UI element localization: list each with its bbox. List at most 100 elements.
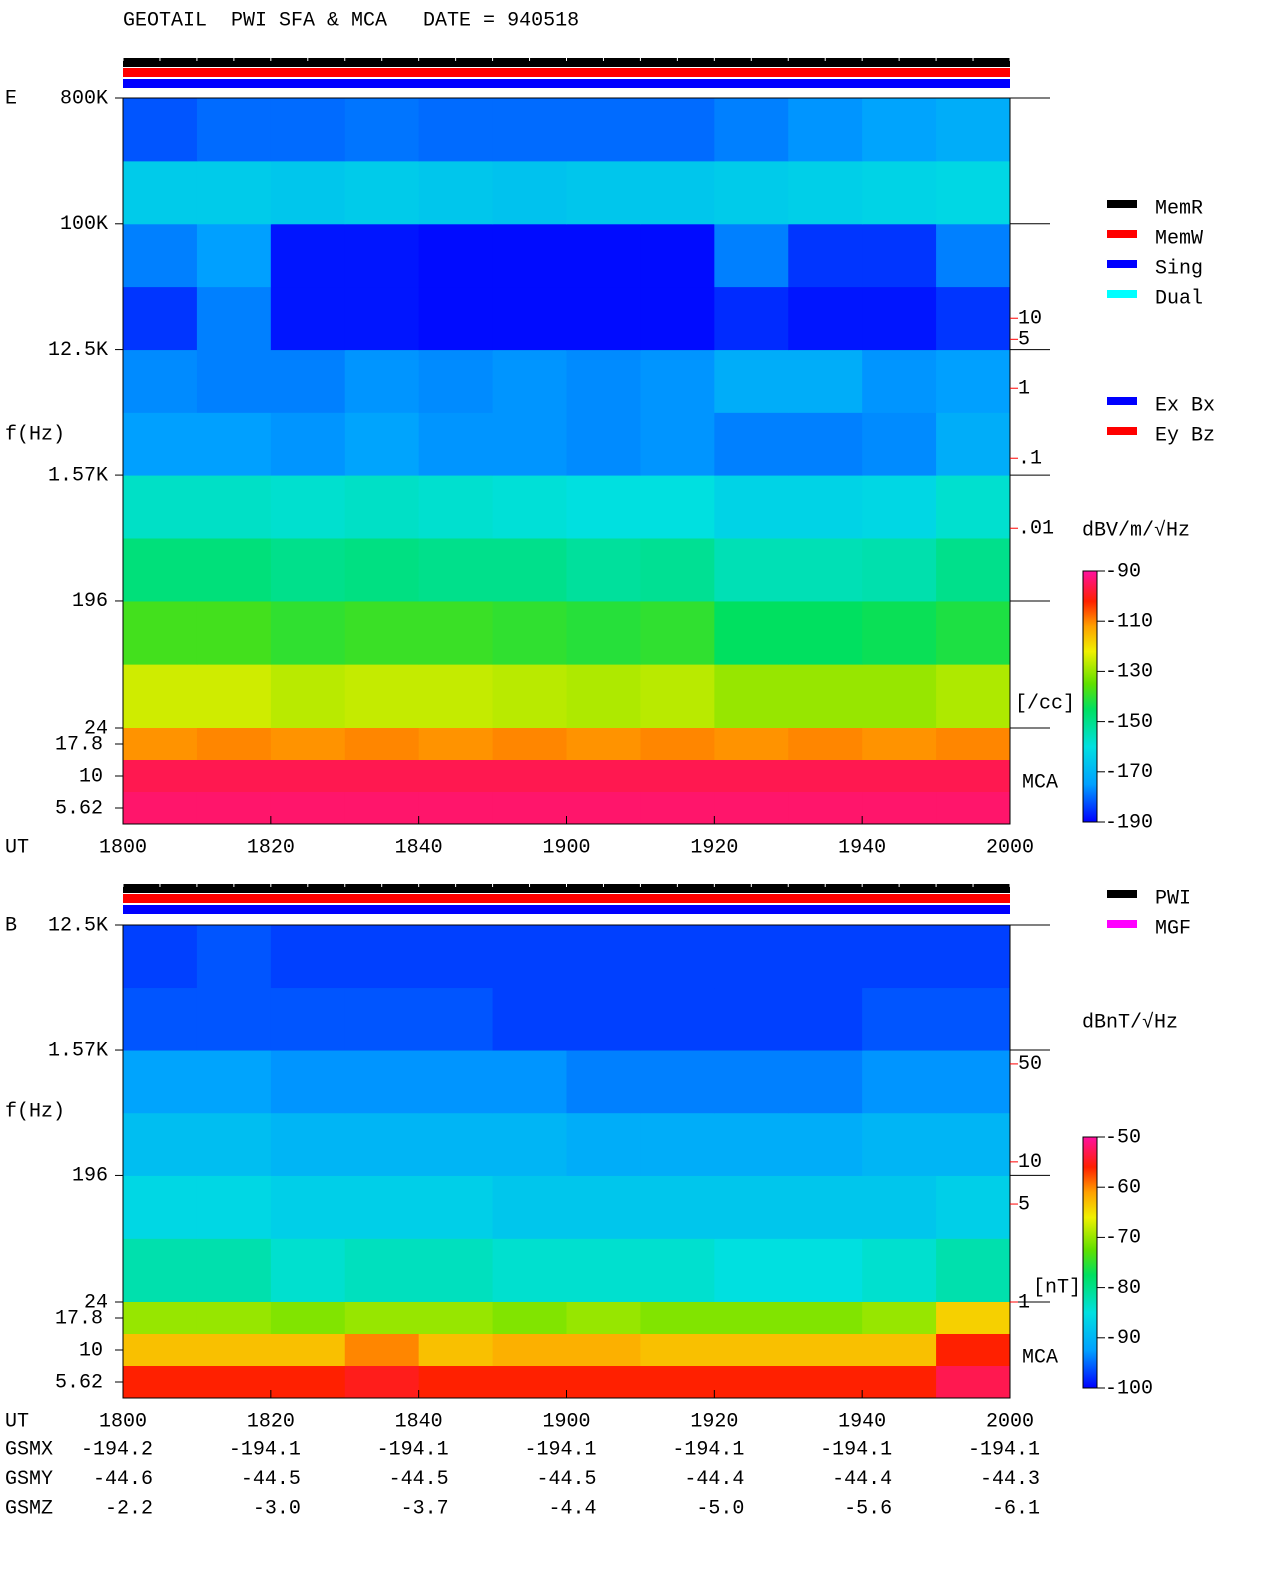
heatmap-cell (196, 1175, 272, 1239)
orbit-value: -5.0 (696, 1497, 744, 1520)
heatmap-cell (123, 925, 198, 989)
orbit-value: -3.7 (401, 1497, 449, 1520)
y2-tick-label: 5 (1018, 329, 1030, 352)
heatmap-cell (862, 286, 937, 351)
y-axis-label: f(Hz) (5, 423, 65, 446)
y-tick-label: 1.57K (48, 1039, 108, 1062)
mca-cell (344, 792, 420, 825)
x-tick-label: 1820 (247, 1410, 295, 1433)
heatmap-cell (640, 925, 715, 989)
panel-label: E (5, 87, 17, 110)
mca-cell (714, 1302, 789, 1335)
heatmap-cell (936, 600, 1011, 665)
mca-cell (714, 792, 789, 825)
x-tick-label: 2000 (986, 836, 1034, 859)
heatmap-cell (788, 160, 863, 225)
orbit-value: -44.4 (832, 1468, 892, 1491)
heatmap-cell (418, 98, 494, 162)
x-tick-label: 1800 (99, 1410, 147, 1433)
x-tick-label: 1920 (690, 1410, 738, 1433)
orbit-value: -3.0 (253, 1497, 301, 1520)
legend-label: MemR (1155, 197, 1203, 220)
heatmap-cell (788, 98, 863, 162)
heatmap-cell (123, 160, 198, 225)
mca-cell (492, 1334, 567, 1367)
heatmap-cell (936, 412, 1011, 476)
heatmap-cell (196, 475, 272, 539)
heatmap-cell (566, 98, 641, 162)
heatmap-cell (123, 349, 198, 413)
y2-tick-label: 10 (1018, 1151, 1042, 1174)
orbit-value: -194.1 (229, 1438, 301, 1461)
heatmap-cell (640, 664, 715, 729)
mca-cell (862, 792, 937, 825)
mca-cell (270, 1302, 346, 1335)
colorbar-label: dBnT/√Hz (1082, 1010, 1178, 1034)
panel-label: B (5, 914, 17, 937)
y-tick-label: 10 (79, 1339, 103, 1362)
heatmap-cell (566, 1112, 641, 1176)
heatmap-cell (788, 286, 863, 351)
heatmap-cell (270, 349, 346, 413)
mca-cell (936, 1334, 1011, 1367)
y-tick-label: 196 (72, 1165, 108, 1188)
heatmap-cell (714, 223, 789, 288)
y-tick-label: 10 (79, 765, 103, 788)
heatmap-cell (714, 286, 789, 351)
x-tick-label: 1900 (542, 1410, 590, 1433)
heatmap-cell (123, 412, 198, 476)
y-tick-label: 24 (84, 717, 108, 740)
y-tick-label: 196 (72, 590, 108, 613)
heatmap-cell (418, 1175, 494, 1239)
heatmap-cell (344, 160, 420, 225)
heatmap-cell (936, 349, 1011, 413)
orbit-label: GSMZ (5, 1497, 53, 1520)
colorbar (1082, 1136, 1098, 1389)
heatmap-cell (788, 1112, 863, 1176)
mca-cell (862, 760, 937, 793)
heatmap-cell (936, 98, 1011, 162)
colorbar-tick-label: -90 (1105, 560, 1141, 583)
orbit-value: -194.1 (672, 1438, 744, 1461)
heatmap-cell (862, 925, 937, 989)
heatmap-cell (640, 1050, 715, 1114)
heatmap-cell (344, 537, 420, 602)
mca-cell (492, 760, 567, 793)
y-tick-label: 5.62 (55, 797, 103, 820)
y-tick-label: 12.5K (48, 914, 108, 937)
heatmap-cell (640, 98, 715, 162)
mca-cell (344, 728, 420, 761)
heatmap-cell (492, 286, 567, 351)
heatmap-cell (714, 98, 789, 162)
mca-cell (862, 728, 937, 761)
heatmap-cell (936, 1238, 1011, 1303)
heatmap-cell (936, 1112, 1011, 1176)
heatmap-cell (492, 412, 567, 476)
colorbar-tick-label: -70 (1105, 1227, 1141, 1250)
heatmap-cell (418, 160, 494, 225)
heatmap-cell (862, 475, 937, 539)
heatmap-cell (936, 160, 1011, 225)
y-tick-label: 24 (84, 1291, 108, 1314)
heatmap-cell (344, 98, 420, 162)
heatmap-cell (270, 987, 346, 1051)
heatmap-cell (714, 1112, 789, 1176)
heatmap-cell (566, 600, 641, 665)
colorbar-tick-label: -130 (1105, 661, 1153, 684)
heatmap-cell (492, 664, 567, 729)
mca-cell (640, 728, 715, 761)
mca-cell (640, 760, 715, 793)
legend-label: PWI (1155, 887, 1191, 910)
y-tick-label: 17.8 (55, 733, 103, 756)
heatmap-cell (862, 1050, 937, 1114)
heatmap-cell (270, 1112, 346, 1176)
heatmap-cell (788, 537, 863, 602)
y-tick-label: 12.5K (48, 339, 108, 362)
heatmap-cell (196, 537, 272, 602)
mca-cell (123, 1366, 198, 1399)
legend-label: Ex Bx (1155, 394, 1215, 417)
heatmap-cell (344, 987, 420, 1051)
heatmap-cell (492, 925, 567, 989)
orbit-value: -194.1 (524, 1438, 596, 1461)
